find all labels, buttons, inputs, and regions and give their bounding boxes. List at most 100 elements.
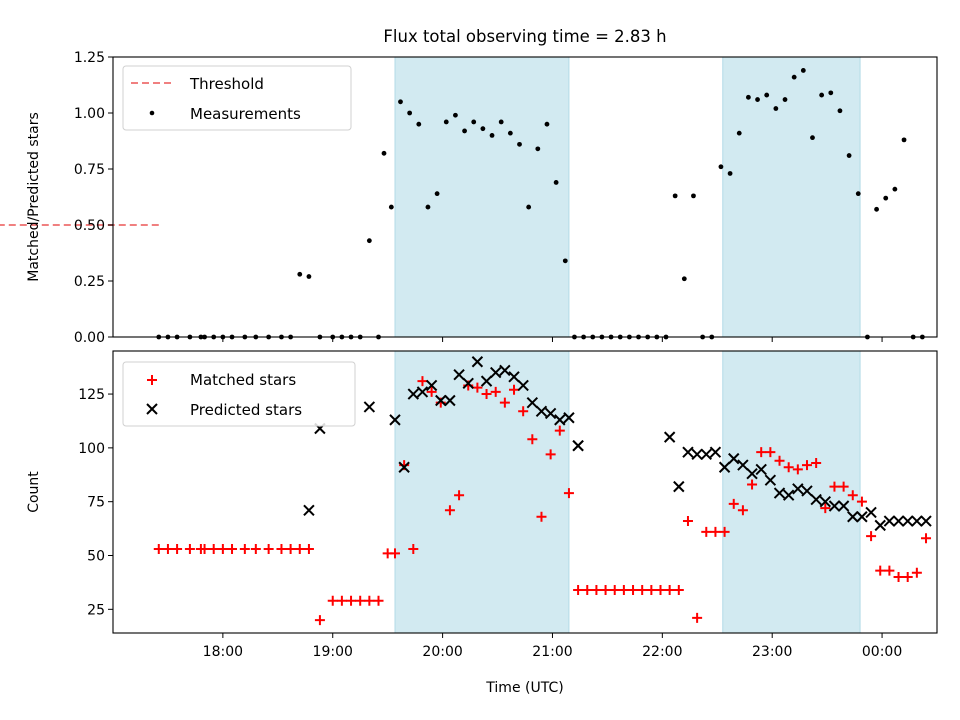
predicted-star-point	[563, 412, 575, 424]
matched-star-point	[336, 595, 347, 606]
measurement-point	[718, 164, 724, 170]
matched-star-point	[314, 615, 325, 626]
measurement-point	[498, 119, 504, 125]
matched-star-point	[276, 544, 287, 555]
measurement-point	[366, 238, 372, 244]
top-y-tick-label: 1.25	[74, 50, 105, 66]
bottom-x-ticks: 18:00 19:00 20:00 21:00 22:00 23:00 00:00	[203, 633, 902, 660]
matched-star-point	[618, 584, 629, 595]
matched-star-point	[554, 425, 565, 436]
predicted-star-point	[700, 448, 712, 461]
matched-star-point	[527, 434, 538, 445]
measurement-point	[681, 276, 687, 282]
bottom-y-tick-label: 100	[78, 441, 105, 457]
measurement-point	[443, 119, 449, 125]
measurement-point	[828, 90, 834, 96]
top-axes-frame	[112, 56, 938, 338]
x-tick-label: 19:00	[313, 644, 353, 660]
matched-star-point	[673, 584, 684, 595]
matched-star-point	[355, 595, 366, 606]
measurement-point	[773, 106, 779, 111]
matched-star-point	[701, 526, 712, 537]
predicted-star-point	[303, 504, 315, 517]
bottom-y-tick-label: 25	[87, 602, 105, 618]
matched-star-point	[162, 544, 173, 555]
measurement-point	[535, 146, 541, 152]
bottom-panel: 25 50 75 100 125 18:00 19:00 20:00 21:00 22:00 23…	[26, 350, 938, 696]
measurement-point	[480, 126, 486, 132]
matched-star-point	[582, 584, 593, 595]
predicted-star-point	[435, 394, 447, 407]
matched-star-point	[921, 533, 932, 544]
matched-star-point	[545, 449, 556, 460]
predicted-star-point	[920, 515, 932, 527]
bottom-y-ticks: 25 50 75 100 125	[78, 387, 113, 618]
matched-star-point	[153, 544, 164, 555]
predicted-star-point	[892, 515, 905, 527]
measurement-point	[846, 153, 852, 158]
bottom-y-axis-label: Count	[26, 471, 42, 513]
predicted-star-point	[363, 401, 376, 413]
predicted-star-point	[682, 446, 694, 458]
predicted-star-point	[746, 467, 758, 480]
shaded-interval-0	[394, 56, 570, 338]
predicted-star-point	[883, 515, 896, 527]
matched-star-point	[217, 544, 228, 555]
matched-star-point	[628, 584, 639, 595]
matched-star-point	[444, 505, 455, 516]
measurement-point	[691, 193, 696, 199]
predicted-star-point	[819, 495, 832, 508]
predicted-star-point	[728, 452, 740, 465]
matched-star-point	[327, 595, 338, 606]
measurement-point	[462, 128, 467, 134]
matched-star-point	[884, 565, 895, 576]
predicted-star-point	[856, 511, 868, 523]
measurement-point	[416, 121, 422, 127]
predicted-star-point	[911, 515, 923, 527]
predicted-star-point	[773, 487, 786, 499]
matched-star-point	[682, 516, 693, 527]
measurement-point	[736, 130, 742, 136]
measurement-point	[306, 274, 312, 279]
predicted-star-point	[544, 407, 557, 420]
bottom-legend-box	[122, 361, 356, 427]
matched-star-point	[902, 572, 913, 583]
matched-star-point	[285, 544, 296, 555]
measurement-point	[562, 258, 568, 264]
matched-star-point	[783, 462, 794, 473]
matched-star-point	[609, 584, 620, 595]
measurement-point	[755, 97, 760, 102]
top-y-ticks: 0.00 0.25 0.50 0.75 1.00 1.25	[74, 50, 113, 346]
top-shaded-intervals	[394, 56, 861, 338]
matched-star-point	[591, 584, 602, 595]
matched-star-point	[765, 447, 776, 458]
matched-star-point	[866, 531, 877, 542]
matched-star-point	[875, 565, 886, 576]
measurement-point	[507, 130, 513, 136]
legend-matched-label: Matched stars	[190, 371, 296, 389]
matched-star-point	[747, 479, 758, 490]
predicted-star-point	[718, 461, 731, 473]
measurement-point	[764, 92, 770, 98]
predicted-star-point	[837, 500, 850, 512]
predicted-star-point	[901, 515, 914, 527]
matched-star-point	[563, 488, 574, 499]
predicted-star-point	[389, 414, 401, 426]
x-axis-label: Time (UTC)	[485, 680, 563, 696]
predicted-star-point	[874, 519, 886, 532]
measurement-point	[388, 204, 394, 210]
matched-star-point	[692, 612, 703, 623]
matched-star-point	[499, 397, 510, 408]
matched-star-point	[792, 464, 803, 475]
matched-star-point	[263, 544, 274, 555]
top-plot-area	[0, 68, 925, 340]
matched-star-point	[172, 544, 183, 555]
matched-star-point	[838, 481, 849, 492]
predicted-star-point	[691, 448, 703, 461]
matched-star-point	[490, 386, 501, 397]
measurement-point	[471, 119, 477, 125]
measurement-point	[425, 204, 431, 210]
matched-star-point	[774, 455, 785, 466]
matched-star-point	[664, 584, 675, 595]
measurement-point	[800, 68, 806, 73]
